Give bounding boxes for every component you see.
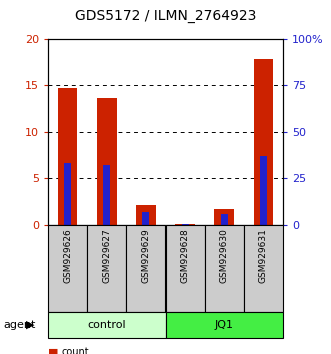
- Text: GSM929626: GSM929626: [63, 228, 72, 283]
- Text: GSM929631: GSM929631: [259, 228, 268, 283]
- Text: JQ1: JQ1: [215, 320, 234, 330]
- Text: GSM929630: GSM929630: [220, 228, 229, 283]
- Bar: [64, 164, 71, 225]
- Bar: [87, 225, 126, 312]
- Text: ▶: ▶: [25, 320, 34, 330]
- Bar: [166, 225, 205, 312]
- Text: agent: agent: [3, 320, 36, 330]
- Bar: [142, 212, 149, 225]
- Bar: [254, 59, 273, 225]
- Text: control: control: [87, 320, 126, 330]
- Bar: [166, 312, 283, 338]
- Bar: [214, 209, 234, 225]
- Text: GSM929629: GSM929629: [141, 228, 150, 283]
- Bar: [182, 224, 189, 225]
- Text: GDS5172 / ILMN_2764923: GDS5172 / ILMN_2764923: [75, 9, 256, 23]
- Bar: [103, 165, 110, 225]
- Bar: [48, 225, 87, 312]
- Bar: [58, 88, 77, 225]
- Bar: [48, 312, 166, 338]
- Bar: [175, 224, 195, 225]
- Bar: [126, 225, 166, 312]
- Bar: [244, 225, 283, 312]
- Bar: [205, 225, 244, 312]
- Text: count: count: [61, 347, 89, 354]
- Text: GSM929628: GSM929628: [181, 228, 190, 283]
- Text: GSM929627: GSM929627: [102, 228, 111, 283]
- Bar: [221, 213, 228, 225]
- Bar: [136, 205, 156, 225]
- Text: ■: ■: [48, 347, 59, 354]
- Bar: [260, 156, 267, 225]
- Bar: [97, 98, 117, 225]
